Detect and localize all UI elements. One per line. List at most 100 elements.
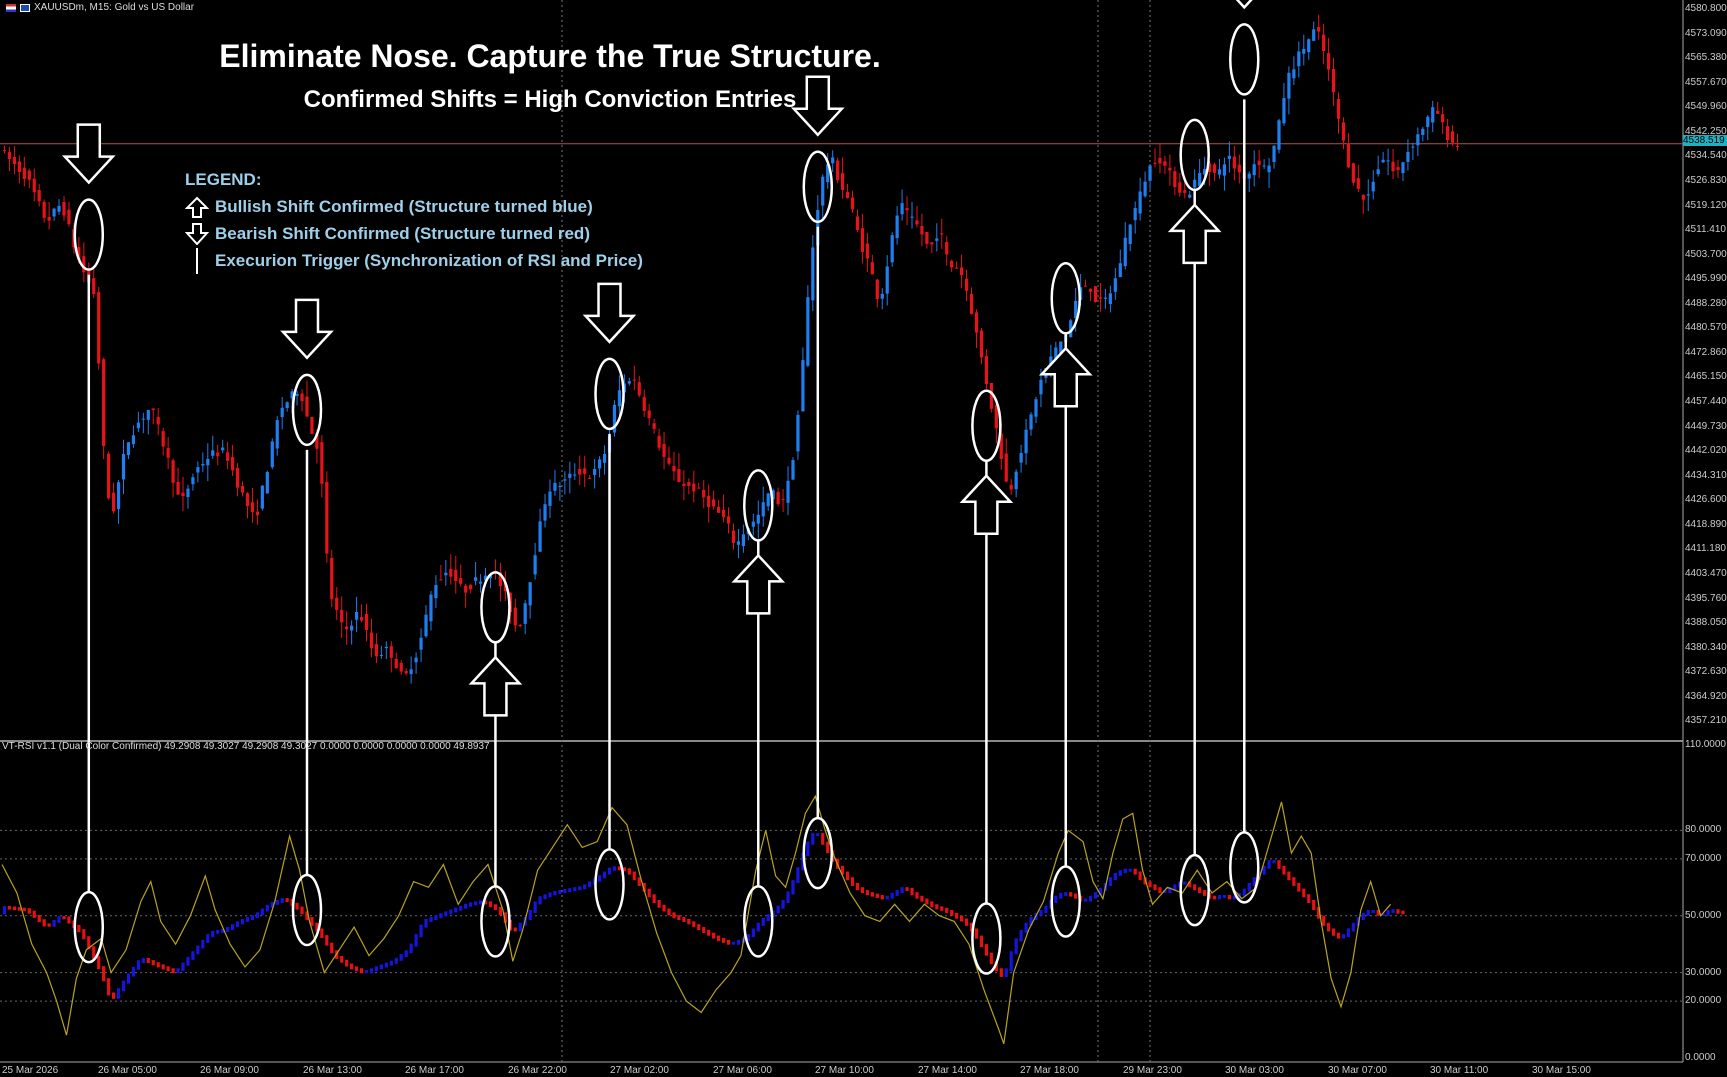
rsi-bar [136,960,140,970]
candle-body [1227,155,1231,159]
candle-body [1158,157,1162,164]
rsi-bar [126,973,131,984]
rsi-bar [1059,892,1063,899]
rsi-bar [275,900,279,905]
candle-body [687,482,691,486]
current-price-tag: 4538.519 [1683,135,1727,146]
candle-body [498,572,502,587]
rsi-bar [721,937,726,943]
signal-bearish-0-rsi-ellipse [73,890,105,964]
candle-body [1148,165,1152,181]
legend-trigger: Execurion Trigger (Synchronization of RS… [185,247,643,274]
candle-body [1351,163,1355,183]
rsi-bar [717,935,721,941]
rsi-bar [350,963,354,970]
candle-body [1297,51,1301,67]
candle-body [1336,99,1341,119]
candle-body [434,585,438,599]
rsi-bar [1014,938,1018,955]
candle-body [17,161,21,173]
rsi-bar [47,923,51,927]
candle-body [1123,237,1127,267]
up-arrow-icon [185,196,209,218]
candle-body [1029,414,1033,430]
rsi-bar [1158,887,1162,894]
rsi-bar [201,939,205,949]
rsi-bar [17,907,21,911]
candle-body [1252,164,1256,176]
candle-body [538,521,542,552]
rsi-bar [751,928,755,938]
rsi-bar [806,841,810,857]
rsi-bar [662,904,666,912]
rsi-bar [850,877,855,886]
candle-body [1103,297,1108,299]
rsi-bar [474,901,478,906]
candle-body [107,453,111,499]
candle-body [226,452,230,461]
candle-body [1272,145,1276,162]
candle-body [1193,179,1197,188]
candle-body [2,150,7,152]
rsi-bar [444,911,448,917]
candle-body [459,578,463,584]
rsi-bar [379,964,383,970]
rsi-bar [1108,877,1112,886]
rsi-bar [12,906,16,911]
candle-body [1014,471,1018,490]
candle-body [1381,159,1385,163]
rsi-bar [707,929,711,936]
rsi-bar [255,912,259,919]
rsi-bar [1188,881,1192,888]
rsi-bar [845,871,850,881]
candle-body [1346,143,1351,168]
rsi-bar [1361,912,1365,921]
candle-body [721,509,726,518]
candle-body [1163,161,1167,166]
candle-body [1431,107,1435,123]
time-tick-label: 27 Mar 14:00 [918,1065,977,1076]
candle-body [245,493,250,507]
candle-body [602,453,607,463]
candle-body [1207,163,1212,173]
candle-body [305,396,309,417]
signal-bearish-1-down-arrow [280,298,334,360]
rsi-bar [92,946,96,960]
candle-body [464,585,468,593]
time-tick-label: 27 Mar 02:00 [610,1065,669,1076]
rsi-bar [389,960,393,966]
candle-body [330,557,334,600]
rsi-bar [672,912,676,919]
candle-body [1317,27,1321,32]
rsi-bar [240,918,245,925]
candle-body [478,581,483,584]
rsi-bar [27,908,31,914]
signal-bearish-1-rsi-ellipse [291,873,323,947]
candle-body [518,624,522,627]
rsi-bar [399,954,403,961]
rsi-bar [221,928,225,933]
candle-body [955,267,959,269]
rsi-bar [1341,934,1346,939]
rsi-bar [945,907,949,913]
candle-body [593,468,597,475]
rsi-bar [1312,900,1316,911]
price-tick-label: 4426.600 [1685,494,1727,506]
candle-body [285,402,289,409]
price-tick-label: 4357.210 [1685,715,1727,727]
signal-bullish-8-rsi-ellipse [1179,853,1210,927]
candle-body [1178,182,1182,193]
rsi-bar [910,887,914,896]
candle-body [1421,128,1425,135]
rsi-bar [300,906,304,915]
candle-body [111,492,116,512]
rsi-bar [935,904,939,910]
rsi-bar [191,951,195,960]
candle-body [7,152,12,160]
candle-body [52,208,56,217]
candle-body [1024,429,1028,454]
candle-body [315,432,319,449]
candle-body [171,460,175,483]
rsi-bar [583,884,587,890]
